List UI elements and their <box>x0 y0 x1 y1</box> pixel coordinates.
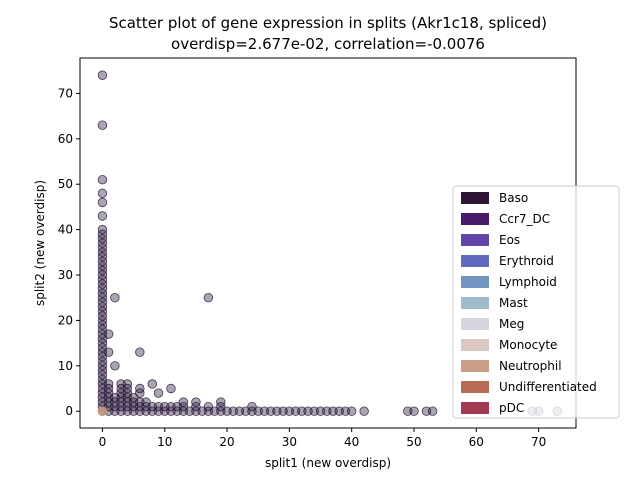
scatter-point <box>97 174 108 185</box>
scatter-point <box>216 397 226 407</box>
scatter-point <box>122 379 133 389</box>
legend-swatch <box>461 192 489 204</box>
legend-label: Lymphoid <box>499 275 557 289</box>
x-tick-label: 30 <box>282 435 297 449</box>
legend-swatch <box>461 276 489 288</box>
scatter-point <box>103 347 114 357</box>
y-axis: 0 10 20 30 40 50 60 70 <box>58 86 80 418</box>
legend-label: Mast <box>499 296 528 310</box>
scatter-point <box>97 120 108 130</box>
scatter-point <box>147 379 157 389</box>
y-tick-label: 20 <box>58 313 73 327</box>
scatter-point <box>103 379 114 389</box>
y-tick-label: 70 <box>58 86 73 100</box>
legend-swatch <box>461 402 489 414</box>
legend-label: pDC <box>499 401 524 415</box>
y-tick-label: 10 <box>58 359 73 373</box>
scatter-point <box>97 188 108 198</box>
x-tick-label: 40 <box>344 435 359 449</box>
scatter-point <box>409 406 419 416</box>
scatter-point <box>191 397 201 407</box>
legend-swatch <box>461 360 489 372</box>
scatter-point <box>203 293 214 303</box>
scatter-point <box>247 401 257 412</box>
scatter-point <box>97 224 108 235</box>
legend-swatch <box>461 339 489 351</box>
scatter-point <box>178 397 189 407</box>
legend-label: Eos <box>499 233 520 247</box>
scatter-point <box>141 397 151 407</box>
scatter-point <box>97 211 108 221</box>
y-tick-label: 0 <box>65 404 73 418</box>
x-tick-label: 0 <box>99 435 107 449</box>
legend-swatch <box>461 234 489 246</box>
y-tick-label: 60 <box>58 132 73 146</box>
scatter-point <box>103 329 114 339</box>
scatter-point <box>427 406 438 416</box>
scatter-point <box>346 406 357 416</box>
scatter-point <box>135 383 145 394</box>
y-axis-label: split2 (new overdisp) <box>33 180 47 306</box>
scatter-point <box>166 383 176 394</box>
scatter-point <box>153 388 164 398</box>
legend-label: Erythroid <box>499 254 554 268</box>
y-tick-label: 30 <box>58 268 73 282</box>
scatter-point <box>135 347 145 357</box>
legend-label: Meg <box>499 317 524 331</box>
legend-swatch <box>461 255 489 267</box>
scatter-point <box>110 361 120 371</box>
x-tick-label: 70 <box>531 435 546 449</box>
scatter-point <box>97 197 108 208</box>
x-tick-label: 60 <box>469 435 484 449</box>
scatter-point <box>203 401 214 412</box>
scatter-point <box>128 392 139 403</box>
legend-label: Neutrophil <box>499 359 562 373</box>
legend-swatch <box>461 213 489 225</box>
legend-swatch <box>461 318 489 330</box>
legend-swatch <box>461 297 489 309</box>
legend-label: Ccr7_DC <box>499 212 550 226</box>
x-tick-label: 10 <box>157 435 172 449</box>
x-axis: 0 10 20 30 40 50 60 70 <box>99 428 546 449</box>
legend-label: Undifferentiated <box>499 380 597 394</box>
scatter-point <box>359 406 369 416</box>
y-tick-label: 50 <box>58 177 73 191</box>
chart-title-line1: Scatter plot of gene expression in split… <box>109 14 547 32</box>
legend-swatch <box>461 381 489 393</box>
legend-items: Baso Ccr7_DC Eos Erythroid Lymphoid Mast Meg Mo… <box>461 191 597 415</box>
scatter-point <box>97 70 108 80</box>
scatter-point <box>110 293 120 303</box>
scatter-point-highlight <box>97 406 108 416</box>
y-tick-label: 40 <box>58 223 73 237</box>
legend-label: Monocyte <box>499 338 557 352</box>
chart-title-line2: overdisp=2.677e-02, correlation=-0.0076 <box>171 35 485 53</box>
legend-box <box>452 185 620 419</box>
x-tick-label: 50 <box>406 435 421 449</box>
legend-label: Baso <box>499 191 528 205</box>
x-axis-label: split1 (new overdisp) <box>265 456 391 470</box>
x-tick-label: 20 <box>219 435 234 449</box>
legend: Baso Ccr7_DC Eos Erythroid Lymphoid Mast Meg Mo… <box>452 185 620 419</box>
